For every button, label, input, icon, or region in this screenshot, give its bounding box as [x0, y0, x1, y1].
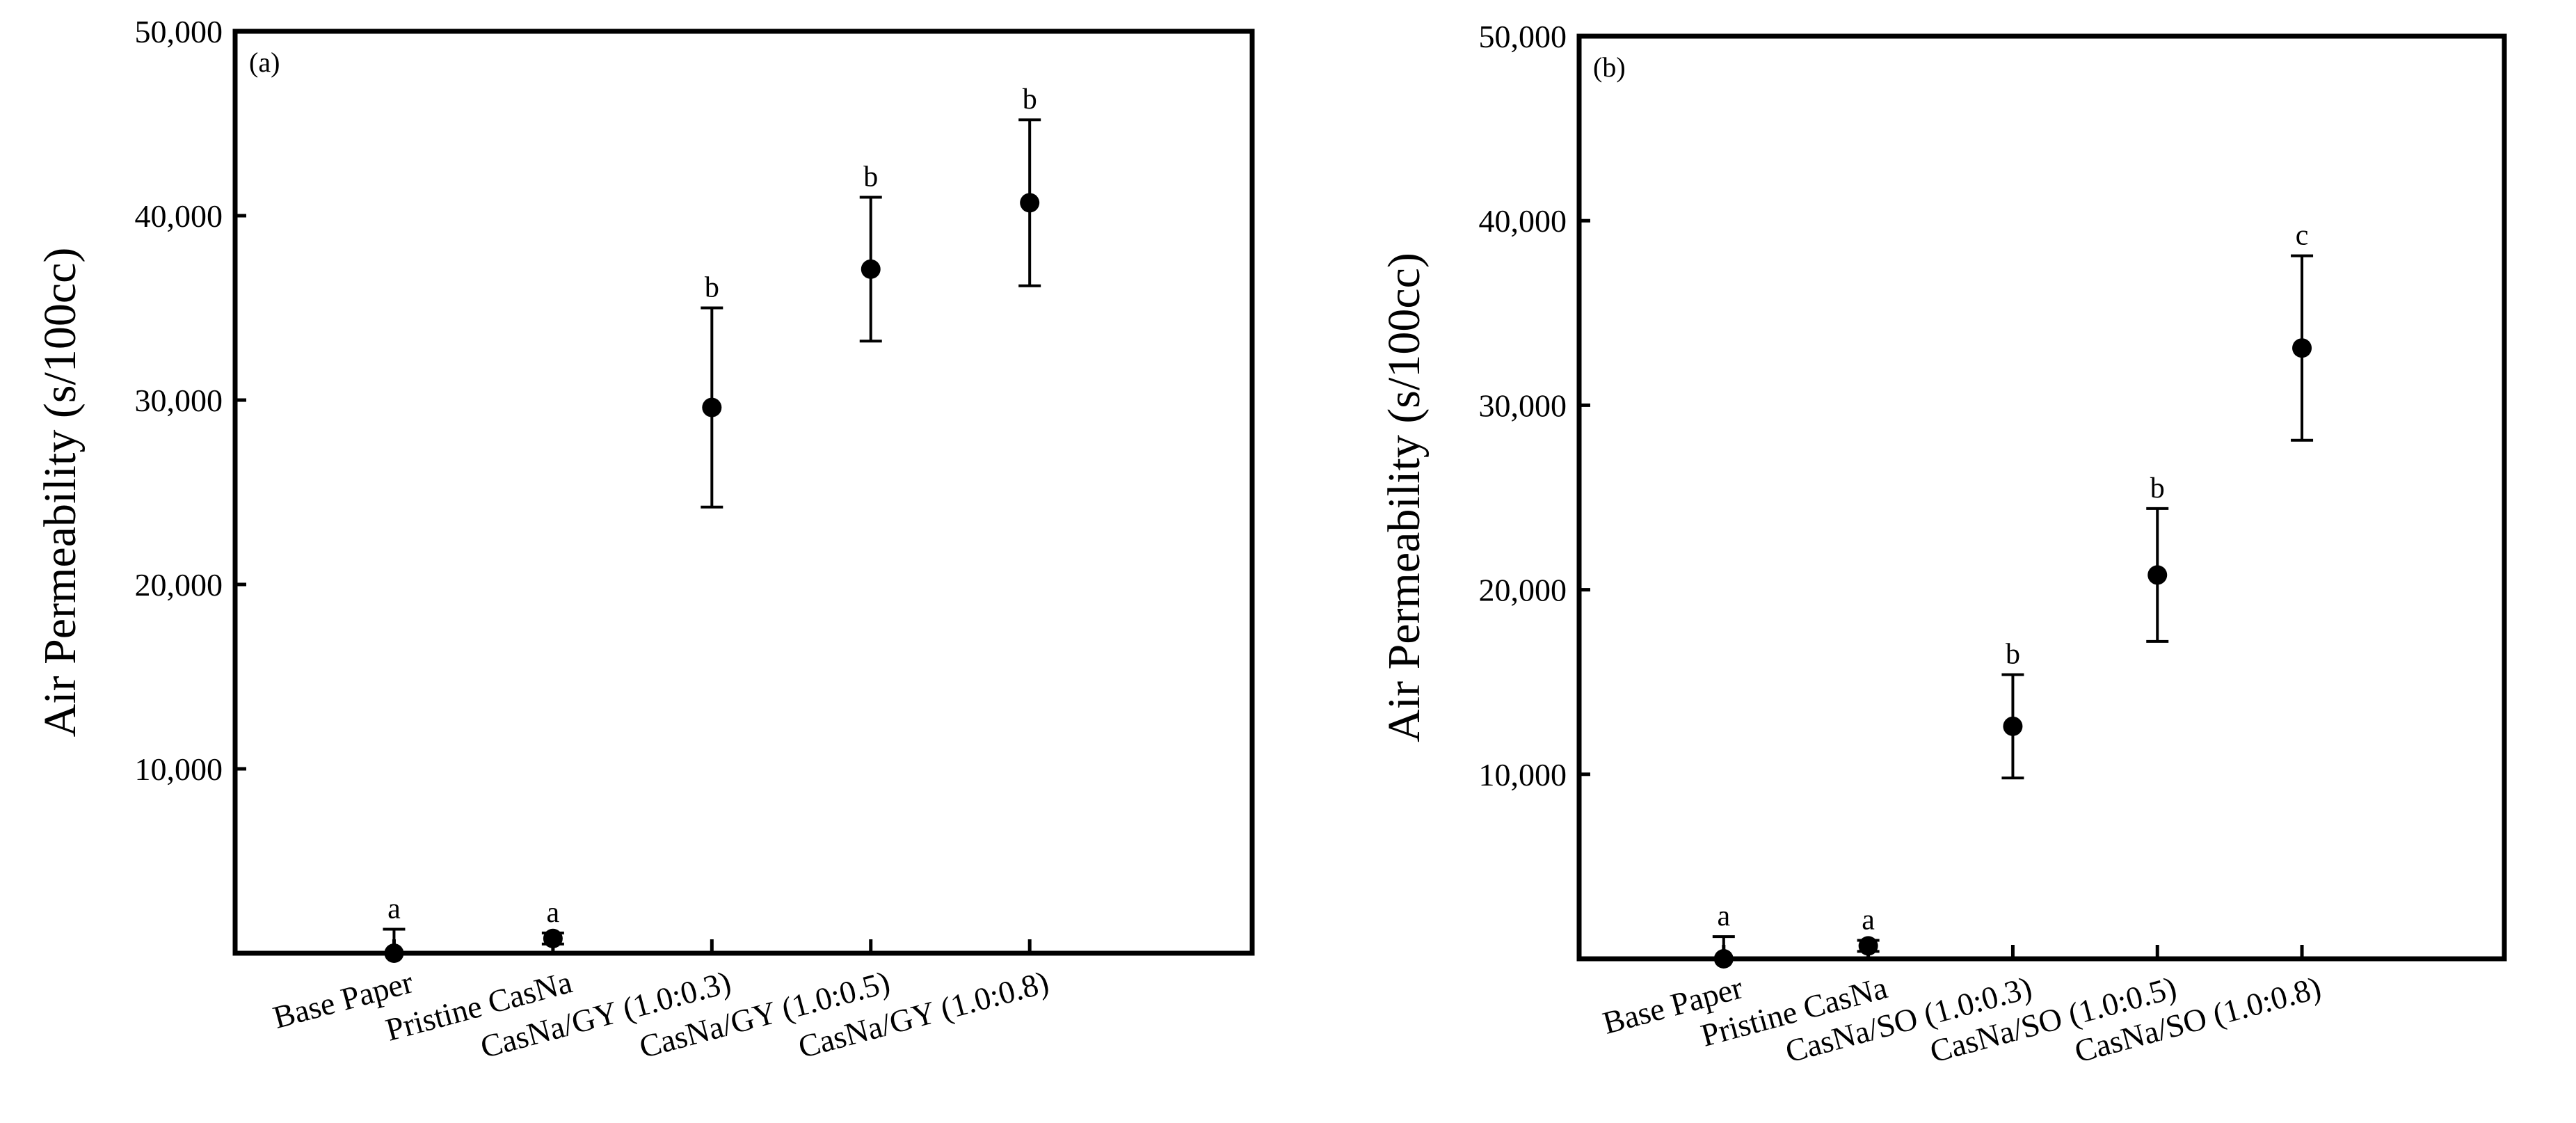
y-tick-label: 40,000 — [135, 198, 223, 234]
data-point — [702, 397, 722, 417]
chart-panel-a: 10,000 20,000 30,000 40,000 50,000 Air Permea… — [35, 14, 1255, 1065]
y-tick-label: 20,000 — [135, 567, 223, 603]
y-axis-label: Air Permeability (s/100cc) — [1379, 253, 1430, 742]
panel-label: (b) — [1593, 51, 1626, 83]
significance-letter: a — [387, 893, 401, 925]
plot-frame — [232, 29, 1255, 956]
y-tick-label: 10,000 — [135, 751, 223, 787]
y-tick-label: 50,000 — [135, 14, 223, 49]
significance-letter: a — [1717, 900, 1730, 932]
panel-label: (a) — [249, 47, 280, 78]
data-point — [543, 928, 563, 948]
significance-letter: b — [2150, 472, 2165, 504]
significance-letter: b — [2006, 639, 2020, 671]
significance-letter: b — [1023, 83, 1037, 116]
data-point — [2003, 716, 2023, 736]
data-point — [2292, 338, 2312, 358]
y-tick-label: 40,000 — [1479, 203, 1567, 239]
significance-letter: c — [2296, 220, 2309, 252]
significance-letter: a — [547, 897, 560, 929]
plot-frame — [1576, 33, 2507, 962]
y-axis-label: Air Permeability (s/100cc) — [35, 248, 86, 738]
significance-letter: b — [863, 161, 878, 193]
y-tick-label: 10,000 — [1479, 757, 1567, 793]
y-tick-label: 30,000 — [135, 383, 223, 418]
chart-panel-b: 10,000 20,000 30,000 40,000 50,000 Air Permea… — [1379, 19, 2507, 1069]
significance-letter: b — [705, 272, 719, 304]
data-point — [2147, 565, 2168, 585]
data-point — [1713, 949, 1734, 969]
y-tick-label: 20,000 — [1479, 573, 1567, 608]
data-point — [1020, 193, 1040, 213]
data-point — [861, 259, 881, 279]
y-tick-label: 30,000 — [1479, 388, 1567, 423]
data-point — [384, 943, 404, 963]
data-point — [1858, 936, 1878, 956]
significance-letter: a — [1862, 904, 1875, 936]
y-tick-label: 50,000 — [1479, 19, 1567, 54]
